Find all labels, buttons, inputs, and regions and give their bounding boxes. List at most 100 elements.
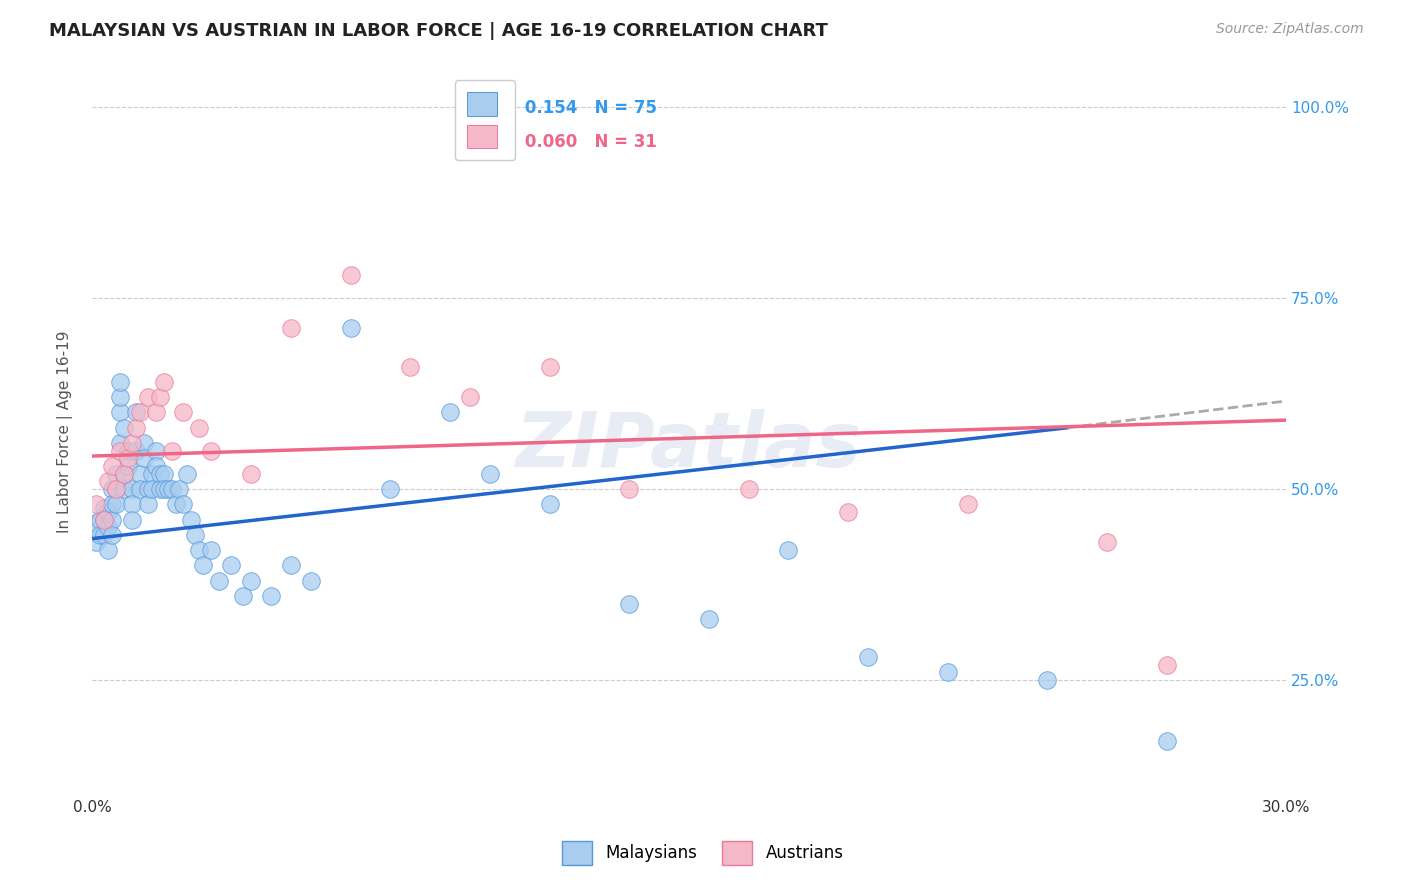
Point <box>117 451 139 466</box>
Legend: , : , <box>456 80 515 161</box>
Point <box>93 512 115 526</box>
Point <box>380 482 402 496</box>
Text: MALAYSIAN VS AUSTRIAN IN LABOR FORCE | AGE 16-19 CORRELATION CHART: MALAYSIAN VS AUSTRIAN IN LABOR FORCE | A… <box>49 22 828 40</box>
Point <box>101 482 124 496</box>
Point <box>232 589 254 603</box>
Point <box>128 405 150 419</box>
Point <box>240 574 263 588</box>
Point <box>101 512 124 526</box>
Point <box>112 421 135 435</box>
Point <box>104 497 127 511</box>
Point <box>136 482 159 496</box>
Point <box>193 558 215 573</box>
Point <box>145 443 167 458</box>
Point <box>152 482 174 496</box>
Point <box>538 497 561 511</box>
Point <box>219 558 242 573</box>
Point <box>200 443 222 458</box>
Point <box>856 650 879 665</box>
Point <box>117 443 139 458</box>
Point <box>299 574 322 588</box>
Point <box>439 405 461 419</box>
Point <box>121 482 143 496</box>
Point <box>145 405 167 419</box>
Point <box>399 359 422 374</box>
Point <box>160 443 183 458</box>
Point <box>93 528 115 542</box>
Point <box>128 482 150 496</box>
Point <box>132 436 155 450</box>
Point <box>97 543 120 558</box>
Point <box>112 467 135 481</box>
Point <box>339 321 361 335</box>
Point <box>97 505 120 519</box>
Point <box>936 665 959 680</box>
Point <box>208 574 231 588</box>
Point <box>956 497 979 511</box>
Point <box>169 482 191 496</box>
Point <box>737 482 759 496</box>
Point <box>188 421 211 435</box>
Point <box>108 443 131 458</box>
Point <box>149 467 172 481</box>
Point <box>149 390 172 404</box>
Point <box>160 482 183 496</box>
Point <box>97 475 120 489</box>
Point <box>101 458 124 473</box>
Point <box>108 405 131 419</box>
Text: Source: ZipAtlas.com: Source: ZipAtlas.com <box>1216 22 1364 37</box>
Point <box>108 390 131 404</box>
Point <box>1036 673 1059 687</box>
Point <box>108 375 131 389</box>
Point <box>172 497 194 511</box>
Point <box>697 612 720 626</box>
Point <box>152 467 174 481</box>
Point <box>619 597 641 611</box>
Text: R =  0.154   N = 75: R = 0.154 N = 75 <box>481 99 657 117</box>
Point <box>128 467 150 481</box>
Point <box>172 405 194 419</box>
Point <box>1156 734 1178 748</box>
Point <box>89 528 111 542</box>
Point <box>101 528 124 542</box>
Point <box>188 543 211 558</box>
Point <box>84 497 107 511</box>
Point <box>1156 657 1178 672</box>
Point <box>132 451 155 466</box>
Text: ZIPatlas: ZIPatlas <box>516 409 862 483</box>
Point <box>101 497 124 511</box>
Point <box>165 497 187 511</box>
Point <box>176 467 198 481</box>
Point <box>89 512 111 526</box>
Legend: Malaysians, Austrians: Malaysians, Austrians <box>554 833 852 873</box>
Point <box>1095 535 1118 549</box>
Point <box>112 467 135 481</box>
Point <box>145 458 167 473</box>
Point <box>141 482 163 496</box>
Point <box>108 436 131 450</box>
Point <box>200 543 222 558</box>
Point <box>458 390 481 404</box>
Point <box>125 443 148 458</box>
Point <box>778 543 800 558</box>
Point <box>104 482 127 496</box>
Point <box>240 467 263 481</box>
Point <box>117 458 139 473</box>
Point <box>156 482 179 496</box>
Point <box>125 421 148 435</box>
Point <box>260 589 283 603</box>
Point <box>837 505 859 519</box>
Y-axis label: In Labor Force | Age 16-19: In Labor Force | Age 16-19 <box>58 330 73 533</box>
Point <box>280 321 302 335</box>
Point <box>141 467 163 481</box>
Point <box>152 375 174 389</box>
Point <box>478 467 501 481</box>
Point <box>84 535 107 549</box>
Point <box>121 512 143 526</box>
Point <box>97 520 120 534</box>
Point <box>93 512 115 526</box>
Point <box>180 512 202 526</box>
Point <box>184 528 207 542</box>
Point <box>104 482 127 496</box>
Point <box>136 497 159 511</box>
